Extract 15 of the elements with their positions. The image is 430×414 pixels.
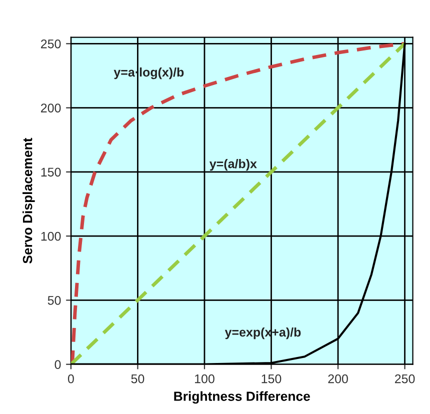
x-tick-label: 250 [394, 374, 415, 384]
y-tick-label: 250 [41, 39, 61, 48]
y-tick-label: 50 [48, 296, 61, 305]
x-tick-label: 0 [68, 374, 74, 384]
x-tick-label: 100 [195, 374, 214, 384]
annotation: y=(a/b)x [209, 159, 257, 171]
x-tick-label: 150 [262, 374, 282, 384]
y-tick-label: 200 [41, 104, 61, 112]
y-tick-label: 100 [41, 232, 61, 241]
x-axis-title: Brightness Difference [174, 391, 310, 404]
y-tick-label: 150 [41, 168, 61, 177]
y-axis-title: Servo Displacement [22, 138, 35, 264]
x-tick-label: 50 [131, 374, 144, 384]
x-tick-label: 200 [328, 374, 348, 384]
y-tick-label: 0 [54, 360, 61, 369]
